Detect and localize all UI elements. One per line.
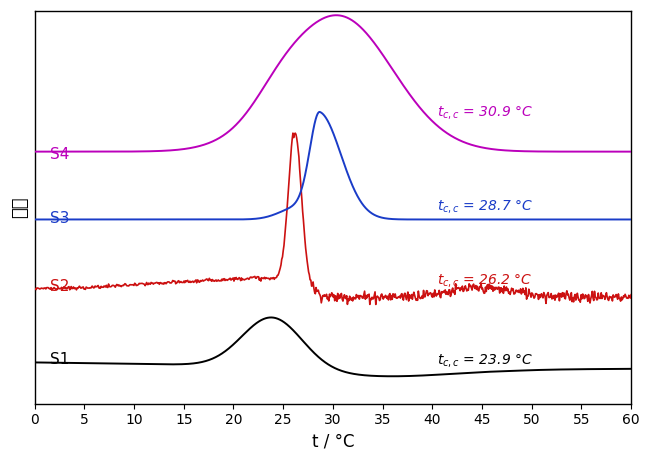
Y-axis label: 热流: 热流 bbox=[11, 197, 29, 218]
Text: $t_{c,c}$ = 30.9 °C: $t_{c,c}$ = 30.9 °C bbox=[437, 104, 533, 121]
Text: S3: S3 bbox=[49, 211, 69, 226]
Text: $t_{c,c}$ = 23.9 °C: $t_{c,c}$ = 23.9 °C bbox=[437, 352, 533, 369]
Text: S1: S1 bbox=[49, 352, 69, 366]
X-axis label: t / °C: t / °C bbox=[312, 433, 354, 451]
Text: $t_{c,c}$ = 28.7 °C: $t_{c,c}$ = 28.7 °C bbox=[437, 198, 533, 215]
Text: S4: S4 bbox=[49, 146, 69, 162]
Text: S2: S2 bbox=[49, 279, 69, 294]
Text: $t_{c,c}$ = 26.2 °C: $t_{c,c}$ = 26.2 °C bbox=[437, 273, 533, 289]
